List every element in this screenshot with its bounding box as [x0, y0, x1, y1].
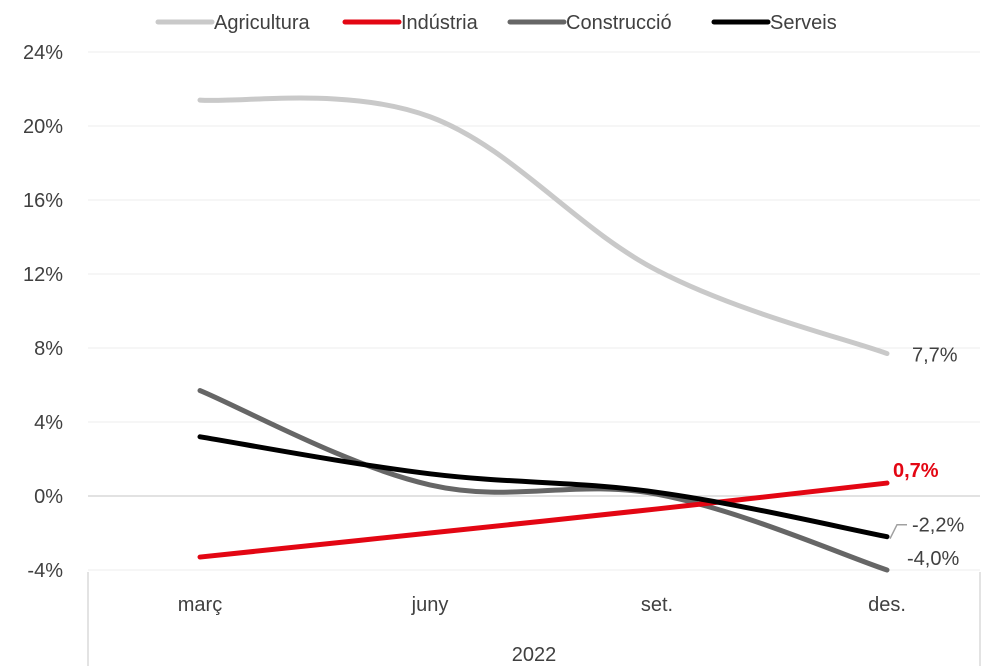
legend: Agricultura Indústria Construcció Serveis — [155, 12, 837, 34]
end-label: -2,2% — [912, 515, 964, 537]
x-tick-label: març — [178, 594, 222, 616]
y-tick-label: -4% — [27, 560, 63, 582]
x-tick-label: set. — [641, 594, 673, 616]
series-line-serveis — [197, 434, 890, 540]
end-label: 0,7% — [893, 460, 939, 482]
end-labels: 7,7% 0,7% -2,2% -4,0% — [889, 345, 964, 570]
legend-label: Indústria — [401, 12, 479, 34]
y-tick-label: 0% — [34, 486, 63, 508]
label-leader-line — [889, 523, 907, 540]
y-tick-label: 4% — [34, 412, 63, 434]
series-line-agricultura — [197, 95, 890, 357]
series-lines — [197, 95, 890, 573]
x-group-label: 2022 — [512, 644, 557, 666]
end-label: -4,0% — [907, 548, 959, 570]
x-axis: març juny set. des. 2022 — [87, 572, 981, 666]
y-tick-label: 24% — [23, 42, 63, 64]
y-tick-label: 12% — [23, 264, 63, 286]
y-tick-label: 8% — [34, 338, 63, 360]
grid-lines — [88, 51, 980, 571]
series-line-industria — [197, 480, 890, 560]
legend-label: Construcció — [566, 12, 672, 34]
x-tick-label: des. — [868, 594, 906, 616]
y-axis: 24% 20% 16% 12% 8% 4% 0% -4% — [23, 42, 63, 582]
series-line-construccio — [197, 388, 890, 573]
legend-label: Agricultura — [214, 12, 310, 34]
y-tick-label: 20% — [23, 116, 63, 138]
legend-label: Serveis — [770, 12, 837, 34]
end-label: 7,7% — [912, 345, 958, 367]
x-tick-label: juny — [411, 594, 449, 616]
y-tick-label: 16% — [23, 190, 63, 212]
